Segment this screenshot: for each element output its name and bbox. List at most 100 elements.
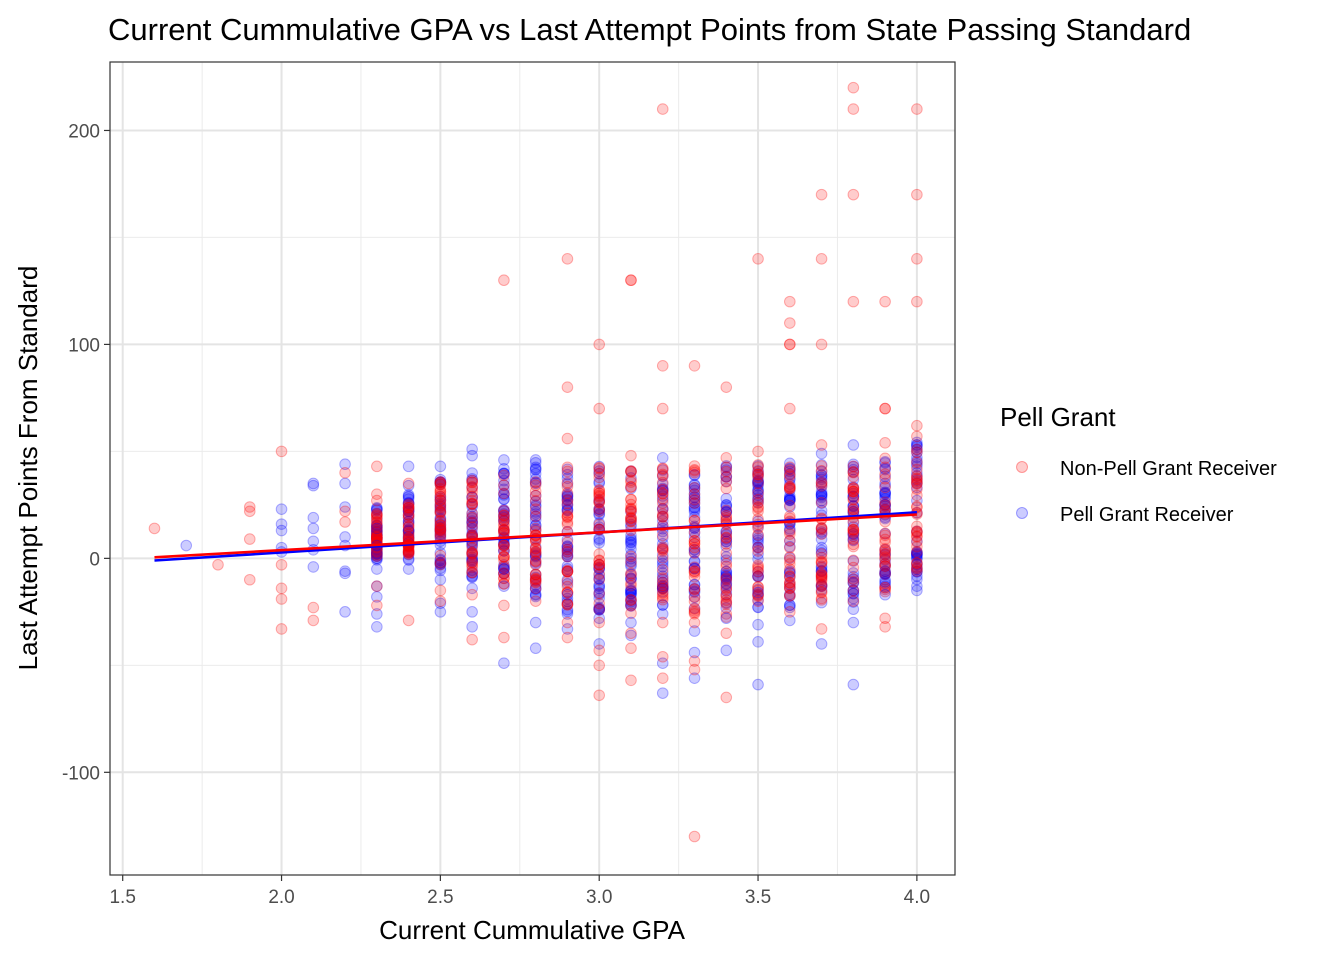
non-pell-point <box>656 510 669 523</box>
non-pell-point <box>498 539 510 552</box>
non-pell-point <box>529 555 542 567</box>
pell-point <box>561 543 574 556</box>
pell-point <box>434 562 447 575</box>
pell-point <box>656 585 669 598</box>
pell-point <box>466 474 478 487</box>
non-pell-point <box>784 338 796 351</box>
non-pell-point <box>625 449 637 462</box>
pell-point <box>752 465 764 477</box>
legend-swatch-non-pell <box>1016 461 1028 473</box>
non-pell-point <box>847 554 860 567</box>
non-pell-point <box>625 515 637 528</box>
pell-point <box>656 537 669 550</box>
non-pell-fit-line <box>154 513 917 559</box>
non-pell-point <box>434 499 447 512</box>
pell-point <box>688 583 701 595</box>
pell-point <box>466 467 478 479</box>
non-pell-point <box>498 572 510 585</box>
pell-point <box>466 621 478 633</box>
pell-point <box>720 506 733 518</box>
non-pell-point <box>434 485 447 498</box>
pell-point <box>466 515 478 527</box>
non-pell-point <box>720 577 733 590</box>
pell-point <box>402 563 415 575</box>
pell-point <box>561 504 574 516</box>
pell-point <box>402 496 415 509</box>
pell-point <box>752 480 764 492</box>
pell-point <box>720 461 733 474</box>
pell-point <box>847 460 860 473</box>
pell-point <box>815 504 828 517</box>
pell-point <box>879 488 891 500</box>
pell-point <box>529 571 542 584</box>
non-pell-point <box>688 567 701 579</box>
pell-point <box>402 490 415 503</box>
pell-point <box>625 588 637 600</box>
non-pell-point <box>784 570 796 582</box>
non-pell-point <box>561 461 574 474</box>
non-pell-point <box>625 594 637 606</box>
pell-point <box>466 555 478 567</box>
non-pell-point <box>815 623 828 635</box>
non-pell-point <box>688 493 701 506</box>
pell-point <box>529 549 542 561</box>
non-pell-point <box>752 584 764 597</box>
non-pell-point <box>561 432 574 445</box>
pell-point <box>911 494 923 507</box>
pell-point <box>593 580 606 593</box>
pell-point <box>879 463 891 476</box>
non-pell-point <box>625 550 637 563</box>
pell-point <box>434 506 447 518</box>
non-pell-point <box>656 589 669 602</box>
pell-point <box>593 563 606 575</box>
non-pell-point <box>371 508 383 521</box>
pell-point <box>371 522 383 535</box>
pell-point <box>498 487 510 500</box>
non-pell-point <box>371 524 383 536</box>
non-pell-point <box>720 560 733 573</box>
non-pell-point <box>498 469 510 482</box>
pell-point <box>529 519 542 532</box>
pell-point <box>879 554 891 566</box>
pell-point <box>752 586 764 599</box>
non-pell-point <box>879 551 891 563</box>
pell-point <box>911 558 923 571</box>
non-pell-point <box>879 529 891 542</box>
non-pell-point <box>720 527 733 540</box>
non-pell-point <box>688 460 701 472</box>
pell-point <box>688 469 701 482</box>
pell-point <box>434 460 447 473</box>
x-axis-title: Current Cummulative GPA <box>379 915 685 945</box>
non-pell-point <box>784 499 796 512</box>
fit-lines-layer <box>154 511 917 562</box>
pell-point <box>593 561 606 574</box>
pell-point <box>656 452 669 464</box>
grid-minor-lines <box>110 62 955 875</box>
pell-point <box>752 570 764 582</box>
non-pell-point <box>847 483 860 495</box>
pell-point <box>911 548 923 561</box>
pell-point <box>371 548 383 560</box>
pell-point <box>815 638 828 650</box>
pell-point <box>498 561 510 573</box>
pell-point <box>911 525 923 538</box>
pell-point <box>275 518 288 530</box>
non-pell-point <box>688 565 701 578</box>
pell-point <box>847 491 860 503</box>
non-pell-point <box>752 468 764 481</box>
pell-point <box>307 477 320 490</box>
pell-point <box>402 546 415 559</box>
pell-point <box>529 473 542 485</box>
pell-point <box>784 590 796 603</box>
non-pell-point <box>434 501 447 514</box>
pell-point <box>847 473 860 486</box>
non-pell-point <box>625 493 637 506</box>
pell-point <box>911 584 923 597</box>
non-pell-point <box>561 476 574 489</box>
pell-point <box>434 502 447 515</box>
pell-point <box>688 482 701 494</box>
pell-point <box>815 494 828 507</box>
pell-point <box>529 547 542 559</box>
pell-point <box>561 598 574 610</box>
pell-point <box>879 576 891 588</box>
